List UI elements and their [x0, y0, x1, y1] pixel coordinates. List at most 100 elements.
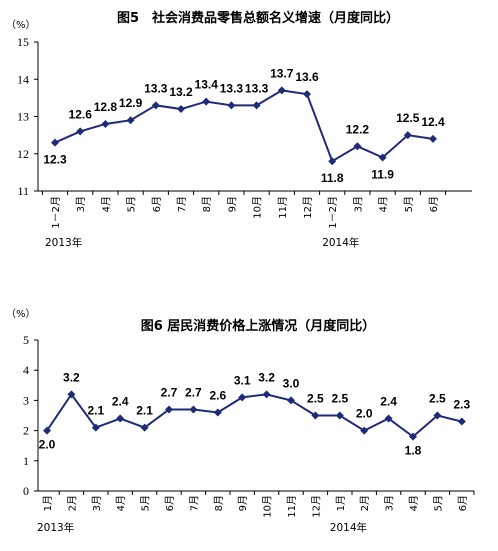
data-label: 2.0: [39, 438, 56, 452]
x-tick-label: 8月: [213, 495, 225, 511]
data-point: [262, 390, 271, 399]
data-label: 3.2: [258, 370, 275, 384]
x-tick-label: 4月: [378, 196, 390, 212]
x-tick-label: 12月: [310, 495, 322, 518]
data-point: [433, 411, 442, 420]
x-tick-label: 2月: [359, 495, 371, 511]
x-tick-label: 9月: [226, 196, 238, 212]
data-label: 12.3: [43, 153, 67, 167]
x-tick-label: 6月: [457, 495, 469, 511]
x-tick-label: 3月: [75, 196, 87, 212]
data-point: [213, 408, 222, 417]
data-point: [303, 90, 311, 99]
data-label: 12.4: [421, 115, 445, 129]
data-point: [328, 157, 337, 166]
series-line: [54, 89, 434, 163]
x-tick-label: 1月: [42, 495, 54, 511]
data-point: [287, 396, 295, 405]
x-tick-label: 11月: [286, 495, 298, 518]
x-tick-label: 1－2月: [327, 196, 339, 229]
data-label: 11.8: [321, 171, 344, 185]
data-label: 2.4: [380, 395, 397, 409]
x-tick-label: 9月: [237, 495, 249, 511]
retail-sales-growth-chart: 图5 社会消费品零售总额名义增速（月度同比） （%） 11 12 13 14 15 1－2…: [6, 10, 472, 249]
data-label: 2.3: [453, 398, 470, 412]
x-tick-label: 1月: [335, 495, 347, 511]
year-label: 2013年: [45, 236, 82, 249]
data-point: [140, 423, 149, 432]
x-tick-label: 1－2月: [50, 196, 62, 229]
y-axis-unit: （%）: [6, 308, 36, 320]
x-tick-label: 6月: [151, 196, 163, 212]
data-label: 13.6: [295, 70, 319, 84]
data-point: [378, 153, 387, 162]
data-label: 2.1: [87, 404, 104, 418]
year-label: 2014年: [322, 236, 359, 249]
data-point: [311, 411, 320, 420]
data-label: 2.5: [307, 392, 324, 406]
data-point: [277, 86, 286, 95]
data-label: 13.2: [169, 85, 193, 99]
x-tick-label: 2月: [66, 495, 78, 511]
data-point: [238, 393, 247, 402]
y-tick-label: 5: [23, 333, 29, 347]
y-tick-label: 13: [17, 110, 29, 124]
data-label: 12.2: [346, 122, 370, 136]
data-label: 3.2: [63, 370, 80, 384]
x-tick-label: 5月: [403, 196, 415, 212]
data-label: 12.9: [119, 96, 143, 110]
x-tick-label: 8月: [201, 196, 213, 212]
data-point: [151, 101, 160, 110]
x-tick-label: 12月: [302, 196, 314, 219]
x-tick-label: 5月: [126, 196, 138, 212]
data-label: 11.9: [371, 167, 394, 181]
x-tick-label: 3月: [384, 495, 396, 511]
data-label: 12.6: [69, 107, 93, 121]
data-label: 2.5: [331, 392, 348, 406]
data-point: [227, 101, 236, 110]
data-label: 2.6: [209, 388, 226, 402]
y-tick-label: 0: [23, 484, 29, 498]
x-tick-label: 6月: [164, 495, 176, 511]
data-point: [189, 405, 198, 414]
series-line: [46, 392, 463, 438]
data-point: [360, 426, 369, 435]
y-tick-label: 2: [23, 424, 29, 438]
data-label: 1.8: [405, 444, 422, 458]
y-tick-label: 3: [23, 393, 29, 407]
data-point: [252, 101, 261, 110]
data-label: 2.1: [136, 404, 153, 418]
data-point: [335, 411, 344, 420]
data-point: [116, 414, 125, 423]
x-tick-label: 11月: [277, 196, 289, 219]
data-point: [91, 423, 100, 432]
x-tick-label: 5月: [432, 495, 444, 511]
y-tick-label: 11: [17, 184, 29, 198]
data-label: 13.3: [220, 81, 244, 95]
x-tick-label: 10月: [262, 495, 274, 518]
data-label: 2.5: [429, 392, 446, 406]
y-tick-label: 12: [17, 147, 29, 161]
x-tick-label: 4月: [408, 495, 420, 511]
data-label: 13.3: [144, 81, 168, 95]
chart-title: 图5 社会消费品零售总额名义增速（月度同比）: [117, 10, 399, 26]
data-point: [51, 138, 59, 147]
year-label: 2014年: [330, 521, 367, 534]
data-label: 2.7: [185, 385, 202, 399]
data-point: [429, 134, 437, 143]
data-label: 12.8: [94, 100, 118, 114]
data-label: 2.7: [161, 385, 178, 399]
year-label: 2013年: [37, 521, 74, 534]
data-point: [384, 414, 393, 423]
chart-title: 图6 居民消费价格上涨情况（月度同比）: [141, 318, 376, 334]
data-point: [409, 432, 417, 441]
x-tick-label: 6月: [428, 196, 440, 212]
data-point: [126, 116, 135, 125]
data-label: 3.1: [234, 373, 251, 387]
data-point: [101, 119, 110, 128]
data-point: [403, 131, 412, 140]
data-point: [67, 390, 76, 399]
data-label: 3.0: [283, 376, 300, 390]
data-point: [202, 97, 211, 106]
